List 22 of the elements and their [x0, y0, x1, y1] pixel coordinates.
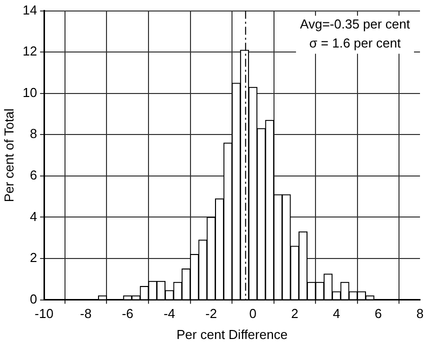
x-tick-label: -2 — [205, 306, 217, 322]
y-tick-label: 10 — [22, 84, 38, 100]
y-tick-label: 12 — [22, 44, 38, 59]
x-tick-label: 4 — [332, 306, 340, 322]
y-tick-label: 4 — [30, 208, 38, 224]
y-tick-label: 8 — [30, 126, 38, 142]
x-tick-label: 6 — [374, 306, 382, 322]
y-tick-label: 6 — [30, 168, 38, 183]
x-tick-label: -8 — [80, 306, 92, 322]
x-tick-label: -10 — [34, 306, 54, 322]
y-tick-label: 2 — [30, 250, 38, 266]
x-tick-label: -6 — [122, 306, 134, 322]
x-tick-label: 0 — [249, 306, 257, 322]
annotation: Avg=-0.35 per cent — [300, 16, 410, 32]
y-tick-label: 14 — [22, 2, 38, 18]
annotation: σ = 1.6 per cent — [309, 35, 402, 50]
y-axis-title: Per cent of Total — [1, 108, 16, 202]
x-tick-label: -4 — [164, 306, 176, 322]
x-tick-label: 8 — [416, 306, 424, 322]
x-tick-label: 2 — [291, 306, 298, 322]
y-tick-label: 0 — [30, 291, 38, 306]
x-axis-title: Per cent Difference — [176, 326, 288, 342]
